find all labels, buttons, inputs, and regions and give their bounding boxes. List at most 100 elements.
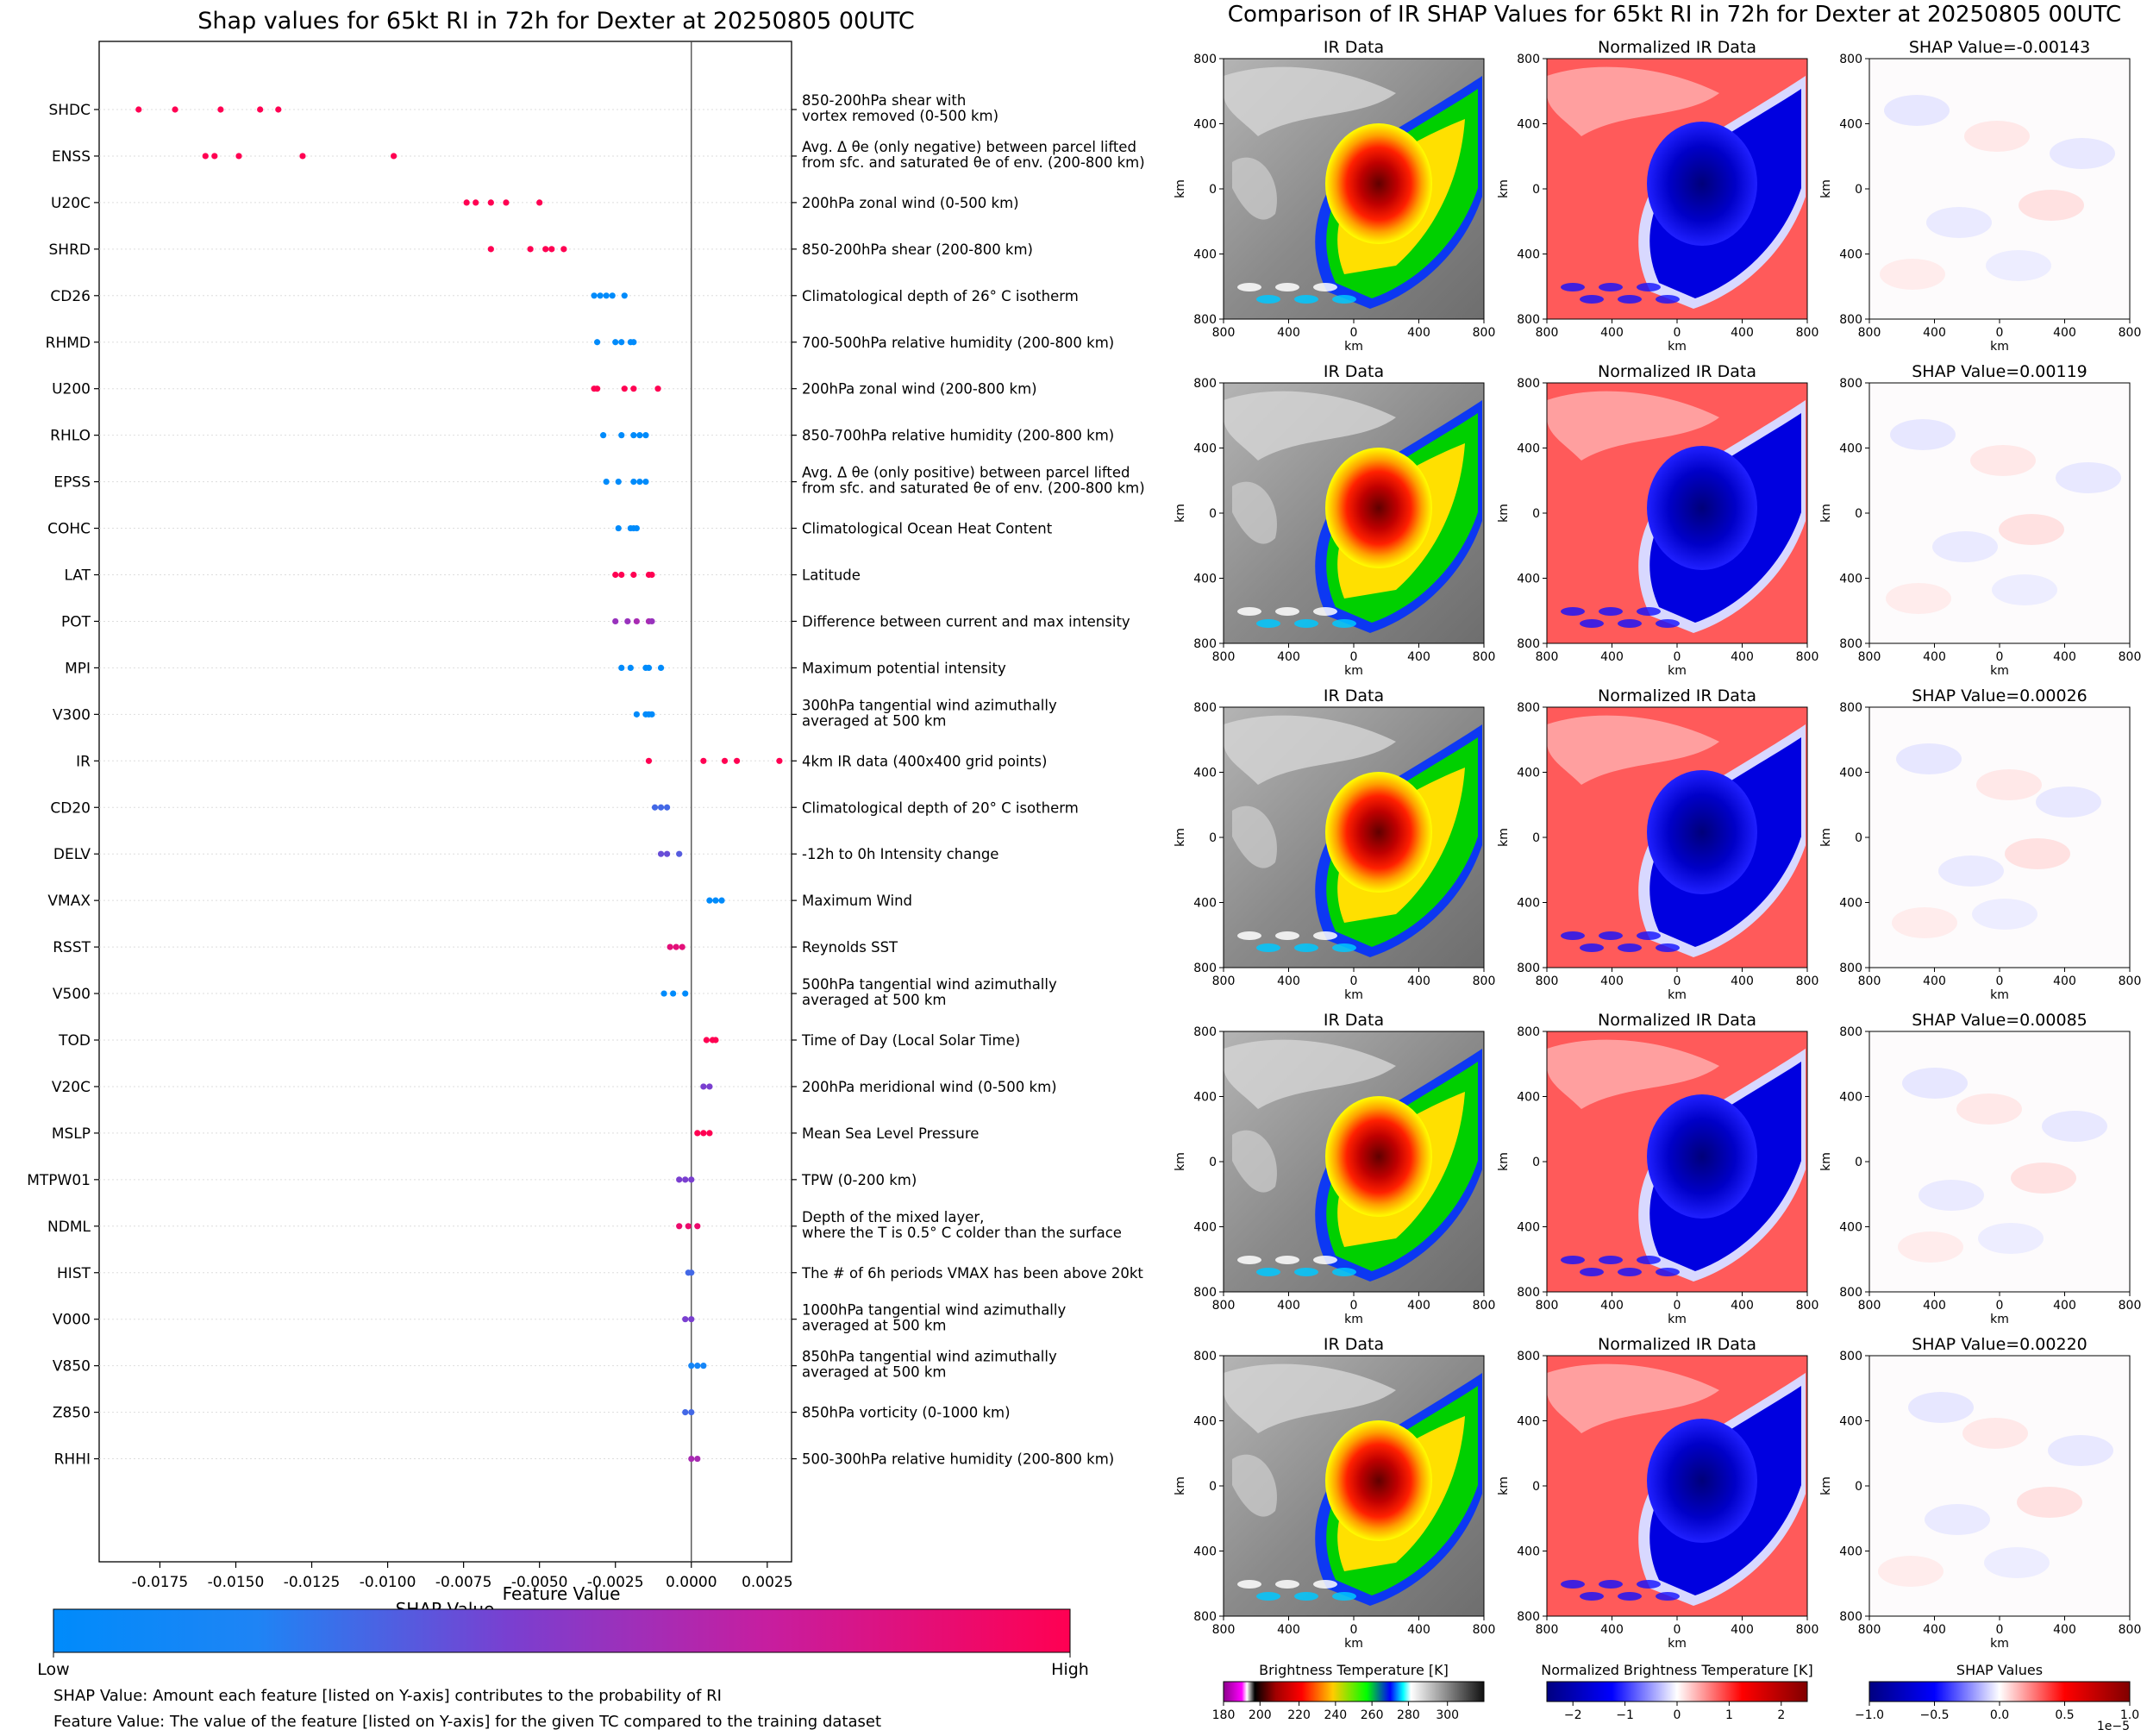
- feature-label-mpi: MPI: [65, 660, 91, 677]
- shap-point: [694, 1455, 701, 1463]
- panel-y-tick-label: 800: [1193, 701, 1217, 715]
- shap-point: [712, 897, 719, 904]
- panel-x-axis-label: km: [1668, 340, 1687, 354]
- panel-y-tick-label: 400: [1193, 118, 1217, 132]
- feature-label-rsst: RSST: [53, 939, 91, 956]
- norm-colorbar-label: Normalized Brightness Temperature [K]: [1541, 1662, 1813, 1678]
- shap-point: [615, 479, 622, 486]
- panel-x-tick-label: 800: [1536, 1299, 1559, 1313]
- colorbar-tick-label: 1.0: [2120, 1708, 2139, 1722]
- shap-point: [630, 339, 637, 346]
- feature-description-tod: Time of Day (Local Solar Time): [801, 1032, 1020, 1049]
- feature-description-ndml: Depth of the mixed layer,: [802, 1209, 984, 1225]
- shap-point: [682, 1316, 689, 1323]
- shap-point: [657, 804, 665, 811]
- beeswarm-plot: -0.0175 -0.0150 -0.0125 -0.0100 -0.0075 -0.00…: [27, 41, 1145, 1620]
- feature-description-pot: Difference between current and max inten…: [802, 613, 1130, 630]
- panel-x-tick-label: 400: [1923, 1299, 1946, 1313]
- ir-image: [1224, 383, 1484, 643]
- shap-point: [624, 617, 631, 625]
- panel-x-tick-label: 0: [1996, 1623, 2004, 1637]
- shap-map-image: [1869, 383, 2130, 643]
- x-tick-label: 0.0025: [742, 1574, 792, 1591]
- panel-x-tick-label: 0: [1350, 1623, 1358, 1637]
- panel-x-tick-label: 800: [1796, 1623, 1819, 1637]
- panel-x-tick-label: 800: [1796, 975, 1819, 988]
- shap-point: [645, 757, 653, 764]
- shap-point: [636, 479, 643, 486]
- panel-y-tick-label: 800: [1839, 701, 1862, 715]
- panel-y-tick-label: 400: [1839, 1221, 1862, 1235]
- panel-y-tick-label: 400: [1839, 118, 1862, 132]
- panel-y-tick-label: 800: [1193, 53, 1217, 66]
- feature-description-epss: from sfc. and saturated θe of env. (200-…: [802, 480, 1145, 497]
- normalized-ir-image: [1547, 59, 1807, 319]
- shap-point: [618, 664, 625, 672]
- panel-row: IR Data80080040040000400400800800kmkmNor…: [1174, 362, 2141, 678]
- shap-point: [627, 664, 634, 672]
- feature-label-v500: V500: [53, 986, 91, 1003]
- panel-y-tick-label: 400: [1517, 767, 1540, 780]
- shap-point: [706, 1083, 713, 1090]
- shap-point: [679, 943, 685, 950]
- x-tick-label: -0.0075: [435, 1574, 492, 1591]
- panel-y-axis-label: km: [1819, 179, 1833, 198]
- panel-y-axis-label: km: [1174, 179, 1187, 198]
- panel-x-tick-label: 400: [1407, 1623, 1430, 1637]
- panel-y-axis-label: km: [1174, 1476, 1187, 1495]
- panel-title: SHAP Value=-0.00143: [1909, 38, 2090, 57]
- panel-y-tick-label: 400: [1517, 1091, 1540, 1105]
- panel-y-tick-label: 400: [1517, 442, 1540, 456]
- panel-x-tick-label: 400: [1923, 975, 1946, 988]
- shap-point: [648, 571, 655, 579]
- panel-x-tick-label: 400: [1277, 326, 1300, 340]
- note-feature-value: Feature Value: The value of the feature …: [53, 1713, 881, 1731]
- panel-y-tick-label: 800: [1517, 377, 1540, 391]
- shap-point: [688, 1316, 695, 1323]
- panel-x-axis-label: km: [1990, 1313, 2009, 1326]
- panel-x-tick-label: 400: [1407, 975, 1430, 988]
- panel-y-tick-label: 400: [1517, 573, 1540, 586]
- shap-point: [694, 1130, 701, 1137]
- panel-title: SHAP Value=0.00026: [1912, 686, 2088, 705]
- shap-point: [706, 897, 713, 904]
- panel-x-tick-label: 400: [1407, 1299, 1430, 1313]
- panel-x-tick-label: 800: [1858, 326, 1881, 340]
- panel-x-tick-label: 800: [1212, 650, 1236, 664]
- panel-x-tick-label: 800: [2119, 1623, 2142, 1637]
- shap-point: [688, 1269, 695, 1276]
- panel-x-tick-label: 800: [1536, 650, 1559, 664]
- norm-colorbar-gradient: [1546, 1681, 1808, 1702]
- shap-point: [487, 246, 494, 253]
- panel-x-tick-label: 0: [1350, 1299, 1358, 1313]
- panel-x-tick-label: 400: [1731, 650, 1754, 664]
- feature-label-ir: IR: [76, 753, 91, 770]
- normalized-ir-image: [1547, 1356, 1807, 1616]
- shap-values-colorbar: SHAP Values −1.0 −0.5 0.0 0.5 1.0 1e−5: [1855, 1662, 2139, 1733]
- panel-y-axis-label: km: [1497, 504, 1511, 523]
- panel-y-tick-label: 800: [1517, 1025, 1540, 1039]
- shap-point: [542, 246, 549, 253]
- shap-point: [527, 246, 534, 253]
- panel-x-tick-label: 0: [1674, 650, 1681, 664]
- panel-x-tick-label: 400: [1600, 975, 1624, 988]
- feature-description-rhhi: 500-300hPa relative humidity (200-800 km…: [802, 1451, 1114, 1468]
- feature-description-shdc: 850-200hPa shear with: [802, 92, 966, 109]
- shap-point: [630, 432, 637, 439]
- feature-description-mslp: Mean Sea Level Pressure: [802, 1125, 979, 1142]
- colorbar-title: Feature Value: [503, 1583, 621, 1604]
- panel-y-tick-label: 0: [1855, 831, 1862, 845]
- normalized-colorbar: Normalized Brightness Temperature [K] −2…: [1541, 1662, 1813, 1722]
- feature-description-cd26: Climatological depth of 26° C isotherm: [802, 288, 1079, 304]
- feature-description-lat: Latitude: [802, 567, 861, 584]
- panel-title: IR Data: [1324, 1011, 1384, 1030]
- feature-labels: SHDC ENSS U20C SHRD CD26 RHMD U200 RHLO EPSS COHC…: [27, 102, 99, 1469]
- gridlines: [99, 109, 792, 1460]
- shap-point: [688, 1363, 695, 1369]
- shap-point: [612, 617, 619, 625]
- shap-point: [664, 804, 671, 811]
- panel-y-axis-label: km: [1174, 504, 1187, 523]
